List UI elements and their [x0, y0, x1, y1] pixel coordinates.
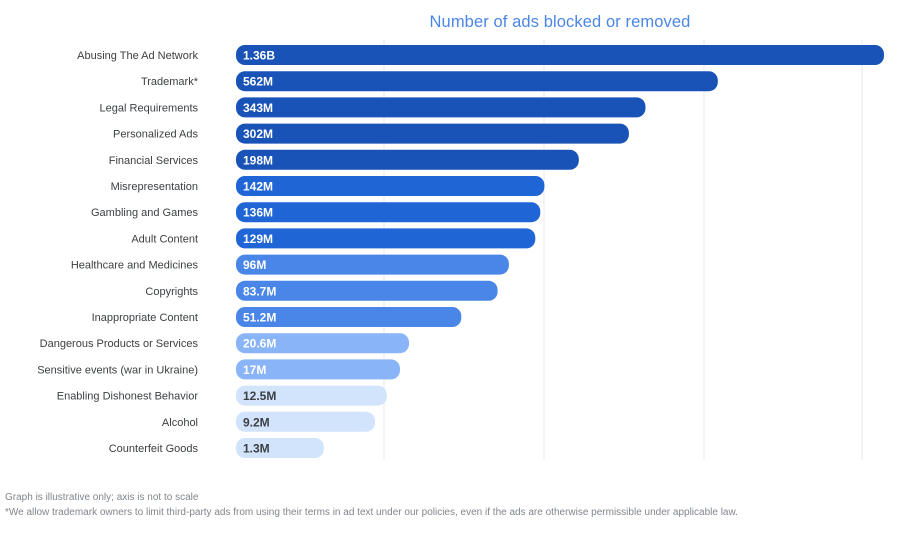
- bar-4: [236, 123, 629, 144]
- category-label: Adult Content: [131, 233, 198, 245]
- category-label: Healthcare and Medicines: [71, 260, 199, 272]
- bar-6: [236, 176, 545, 196]
- category-label: Sensitive events (war in Ukraine): [37, 364, 198, 376]
- value-label: 343M: [243, 101, 273, 115]
- value-label: 562M: [243, 75, 273, 89]
- value-label: 142M: [243, 180, 273, 194]
- value-label: 51.2M: [243, 311, 276, 325]
- category-label: Alcohol: [162, 417, 198, 429]
- value-label: 302M: [243, 127, 273, 141]
- category-label: Copyrights: [145, 286, 198, 298]
- bar-11: [236, 307, 462, 327]
- bar-16: [236, 438, 324, 458]
- bar-14: [236, 385, 387, 406]
- bar-3: [236, 97, 646, 118]
- footnote-illustrative: Graph is illustrative only; axis is not …: [5, 492, 199, 503]
- category-labels: Abusing The Ad Network Trademark* Legal Re…: [37, 50, 199, 455]
- value-label: 96M: [243, 258, 266, 272]
- bar-1: [236, 45, 884, 65]
- bar-9: [236, 254, 509, 275]
- category-label: Enabling Dishonest Behavior: [57, 391, 199, 403]
- bar-10: [236, 280, 498, 301]
- category-label: Abusing The Ad Network: [77, 50, 198, 62]
- category-label: Legal Requirements: [100, 102, 199, 114]
- value-label: 20.6M: [243, 337, 276, 351]
- value-label: 198M: [243, 153, 273, 167]
- bar-5: [236, 149, 579, 170]
- value-label: 9.2M: [243, 415, 270, 429]
- value-label: 129M: [243, 232, 273, 246]
- bar-2: [236, 71, 718, 92]
- bar-12: [236, 333, 409, 354]
- bar-8: [236, 228, 536, 249]
- category-label: Counterfeit Goods: [109, 443, 199, 455]
- value-label: 136M: [243, 206, 273, 220]
- chart-title: Number of ads blocked or removed: [429, 13, 691, 31]
- value-label: 17M: [243, 363, 266, 377]
- value-label: 12.5M: [243, 389, 276, 403]
- value-labels: 1.36B 562M 343M 302M 198M 142M 136M 129M 96M 83.7…: [243, 49, 276, 456]
- category-label: Personalized Ads: [113, 129, 198, 141]
- value-label: 1.3M: [243, 442, 270, 456]
- value-label: 83.7M: [243, 284, 276, 298]
- value-label: 1.36B: [243, 49, 275, 63]
- footnote-trademark: *We allow trademark owners to limit thir…: [5, 507, 738, 518]
- category-label: Dangerous Products or Services: [40, 338, 199, 350]
- category-label: Financial Services: [109, 155, 199, 167]
- category-label: Gambling and Games: [91, 207, 198, 219]
- bars: [236, 45, 884, 458]
- bar-15: [236, 411, 375, 432]
- bar-7: [236, 202, 541, 223]
- bar-chart: Abusing The Ad Network Trademark* Legal Re…: [37, 40, 884, 460]
- bar-13: [236, 359, 400, 380]
- category-label: Trademark*: [141, 76, 199, 88]
- category-label: Misrepresentation: [111, 181, 198, 193]
- category-label: Inappropriate Content: [92, 312, 198, 324]
